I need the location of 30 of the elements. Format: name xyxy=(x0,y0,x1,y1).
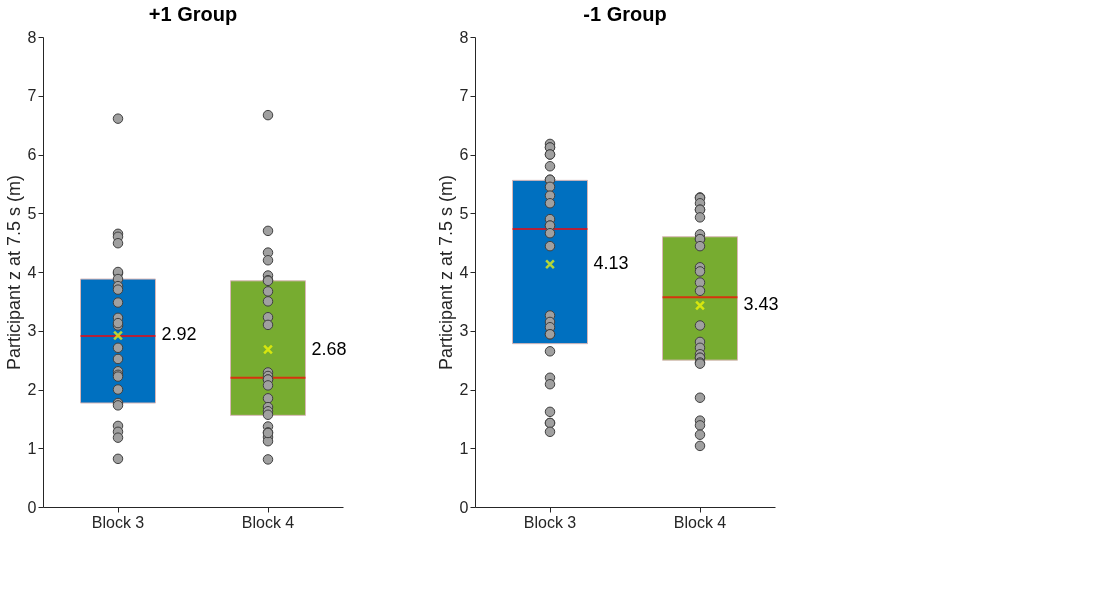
y-axis-title: Participant z at 7.5 s (m) xyxy=(3,174,24,371)
annotation: 4.13 xyxy=(593,253,629,274)
annotation: 3.43 xyxy=(743,294,779,315)
x-tick-label: Block 4 xyxy=(241,513,295,531)
x-tick-label: Block 4 xyxy=(673,513,727,531)
annotation: 2.68 xyxy=(311,338,347,359)
x-tick-label: Block 3 xyxy=(523,513,577,531)
y-axis-title: Participant z at 7.5 s (m) xyxy=(435,174,456,371)
y-tick-label: 2 xyxy=(459,381,469,398)
y-tick-label: 3 xyxy=(459,322,469,340)
y-tick-label: 4 xyxy=(459,263,469,281)
y-tick-label: 0 xyxy=(27,498,37,516)
y-tick-label: 3 xyxy=(27,322,37,340)
y-tick-label: 1 xyxy=(459,439,469,457)
chart-title: -1 Group xyxy=(583,3,667,25)
y-tick-label: 1 xyxy=(27,439,37,457)
y-tick-label: 5 xyxy=(459,204,469,222)
y-tick-label: 8 xyxy=(459,28,469,46)
x-tick-label: Block 3 xyxy=(91,513,145,531)
y-tick-label: 6 xyxy=(27,146,37,163)
y-tick-label: 6 xyxy=(459,146,469,163)
y-tick-label: 8 xyxy=(27,28,37,46)
y-tick-label: 5 xyxy=(27,204,37,222)
y-tick-label: 2 xyxy=(27,381,37,398)
annotation: 2.92 xyxy=(161,324,197,345)
y-tick-label: 4 xyxy=(27,263,37,281)
y-tick-label: 7 xyxy=(459,87,469,105)
chart-title: +1 Group xyxy=(148,3,238,25)
y-tick-label: 0 xyxy=(459,498,469,516)
y-tick-label: 7 xyxy=(27,87,37,105)
